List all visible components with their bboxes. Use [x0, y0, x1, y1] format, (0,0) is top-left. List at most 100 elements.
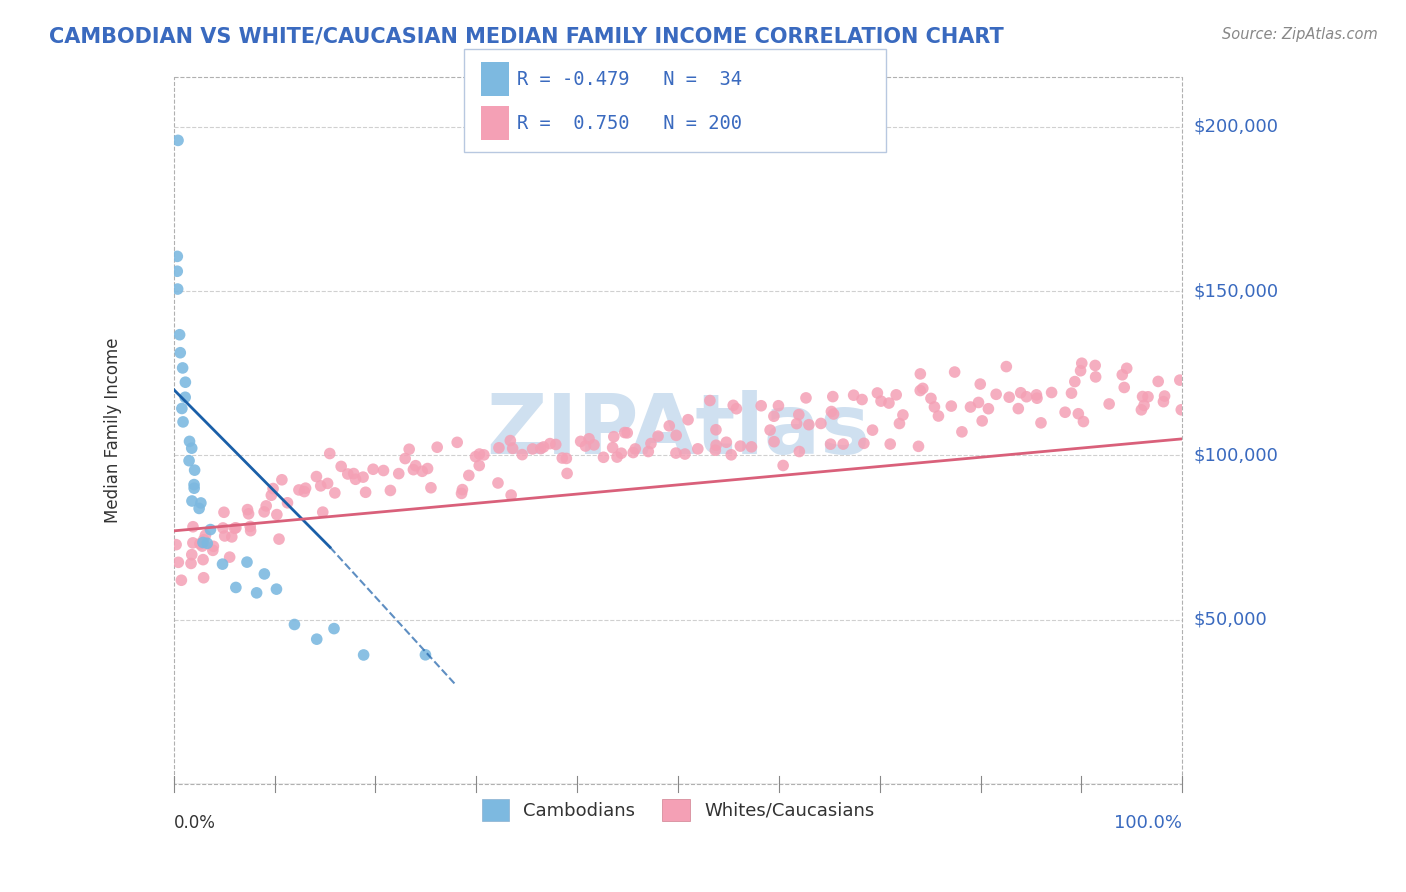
Text: $150,000: $150,000: [1194, 282, 1278, 300]
Point: [603, 430, 626, 444]
Point: [1073, 415, 1095, 429]
Point: [1084, 359, 1107, 373]
Point: [180, 441, 202, 455]
Point: [1029, 416, 1052, 430]
Point: [1098, 397, 1121, 411]
Point: [183, 477, 205, 491]
Point: [1060, 386, 1083, 401]
Point: [551, 450, 574, 465]
Point: [212, 521, 235, 535]
Point: [606, 450, 628, 464]
Point: [1133, 398, 1156, 412]
Point: [172, 415, 194, 429]
Point: [789, 444, 811, 458]
Point: [180, 548, 202, 562]
Point: [267, 532, 290, 546]
Point: [977, 401, 1000, 416]
Point: [569, 434, 592, 449]
Point: [172, 360, 194, 375]
Point: [1054, 405, 1077, 419]
Point: [457, 468, 479, 483]
Point: [239, 524, 262, 538]
Point: [266, 508, 288, 522]
Point: [253, 505, 276, 519]
Point: [842, 388, 865, 402]
Point: [270, 473, 292, 487]
Point: [343, 467, 366, 481]
Point: [253, 566, 276, 581]
Point: [786, 417, 808, 431]
Point: [312, 505, 335, 519]
Point: [910, 367, 932, 381]
Point: [169, 327, 191, 342]
Point: [582, 438, 605, 452]
Point: [950, 425, 973, 439]
Point: [193, 533, 215, 547]
Point: [673, 447, 696, 461]
Point: [1025, 388, 1047, 402]
Point: [1010, 385, 1032, 400]
Point: [188, 537, 211, 551]
Point: [177, 453, 200, 467]
Point: [236, 555, 259, 569]
Point: [530, 442, 553, 456]
Point: [225, 521, 247, 535]
Point: [1147, 375, 1170, 389]
Point: [398, 442, 420, 457]
Text: ZIPAtlas: ZIPAtlas: [486, 390, 870, 471]
Point: [889, 417, 911, 431]
Text: R = -0.479   N =  34: R = -0.479 N = 34: [517, 70, 742, 89]
Point: [174, 390, 197, 404]
Point: [969, 377, 991, 392]
Point: [704, 443, 727, 458]
Point: [1115, 361, 1137, 376]
Point: [486, 475, 509, 490]
Point: [941, 399, 963, 413]
Point: [183, 463, 205, 477]
Point: [658, 418, 681, 433]
Point: [720, 448, 742, 462]
Point: [426, 440, 449, 454]
Point: [610, 446, 633, 460]
Point: [309, 479, 332, 493]
Point: [305, 469, 328, 483]
Point: [704, 438, 727, 452]
Point: [877, 396, 900, 410]
Point: [188, 501, 211, 516]
Point: [879, 437, 901, 451]
Text: Source: ZipAtlas.com: Source: ZipAtlas.com: [1222, 27, 1378, 42]
Point: [464, 450, 486, 464]
Text: R =  0.750   N = 200: R = 0.750 N = 200: [517, 113, 742, 133]
Point: [195, 536, 218, 550]
Point: [510, 448, 533, 462]
Text: Median Family Income: Median Family Income: [104, 338, 122, 524]
Point: [344, 472, 367, 486]
Point: [613, 425, 636, 440]
Point: [451, 483, 474, 497]
Point: [704, 423, 727, 437]
Point: [578, 432, 600, 446]
Point: [592, 450, 614, 465]
Point: [411, 464, 433, 478]
Point: [236, 502, 259, 516]
Point: [323, 486, 346, 500]
Point: [501, 488, 523, 502]
Point: [180, 557, 202, 571]
Point: [179, 434, 201, 449]
Point: [166, 249, 188, 263]
Point: [1067, 407, 1090, 421]
Point: [686, 442, 709, 456]
Point: [212, 505, 235, 519]
Point: [170, 573, 193, 587]
Point: [768, 399, 790, 413]
Point: [191, 552, 214, 566]
Point: [165, 538, 187, 552]
Point: [821, 390, 844, 404]
Point: [984, 387, 1007, 401]
Point: [319, 446, 342, 460]
Point: [762, 409, 785, 424]
Point: [995, 359, 1018, 374]
Point: [640, 436, 662, 450]
Text: $50,000: $50,000: [1194, 610, 1267, 629]
Point: [1137, 390, 1160, 404]
